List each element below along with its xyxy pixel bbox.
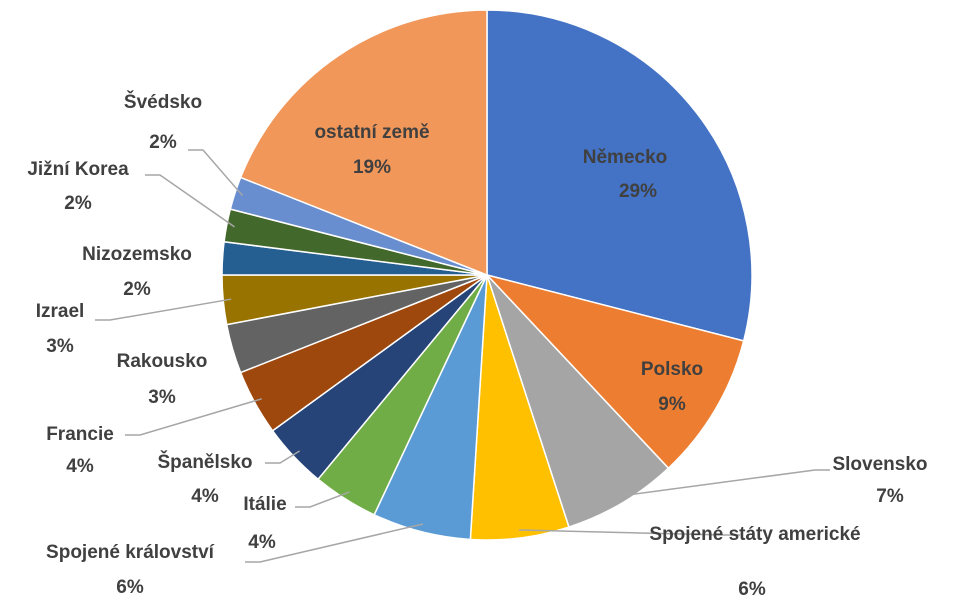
- value-label: 2%: [149, 132, 177, 153]
- value-label: 6%: [116, 577, 144, 598]
- category-label: Rakousko: [117, 351, 208, 372]
- value-label: 9%: [658, 394, 686, 415]
- value-label: 7%: [876, 486, 904, 507]
- pie-slice: [239, 9, 488, 277]
- value-label: 3%: [46, 336, 74, 357]
- category-label: Švédsko: [124, 91, 202, 113]
- value-label: 2%: [64, 193, 92, 214]
- leader-line: [295, 491, 350, 508]
- leader-line: [617, 469, 830, 497]
- pie-slice: [486, 9, 753, 342]
- category-label: Spojené království: [46, 542, 215, 563]
- value-label: 4%: [191, 486, 219, 507]
- leader-line: [95, 298, 232, 321]
- value-label: 29%: [619, 181, 657, 202]
- category-label: Německo: [583, 147, 668, 168]
- value-label: 4%: [66, 456, 94, 477]
- leader-line: [125, 398, 262, 436]
- category-label: Slovensko: [832, 454, 927, 475]
- value-label: 19%: [353, 157, 391, 178]
- value-label: 3%: [148, 387, 176, 408]
- category-label: Nizozemsko: [82, 244, 192, 265]
- leader-line: [519, 529, 740, 536]
- category-label: Spojené státy americké: [649, 524, 860, 545]
- category-label: Francie: [46, 424, 114, 445]
- category-label: ostatní země: [314, 122, 429, 143]
- pie-slice: [486, 274, 670, 528]
- leader-line: [145, 174, 235, 228]
- category-label: Itálie: [243, 494, 286, 515]
- category-label: Polsko: [641, 359, 703, 380]
- category-label: Španělsko: [157, 451, 252, 473]
- leader-line: [188, 149, 244, 197]
- leader-line: [245, 523, 424, 563]
- value-label: 4%: [248, 532, 276, 553]
- value-label: 6%: [738, 579, 766, 599]
- value-label: 2%: [123, 279, 151, 300]
- category-label: Izrael: [36, 301, 85, 322]
- pie-slice: [484, 273, 745, 470]
- leader-line: [265, 450, 301, 464]
- category-label: Jižní Korea: [27, 159, 129, 180]
